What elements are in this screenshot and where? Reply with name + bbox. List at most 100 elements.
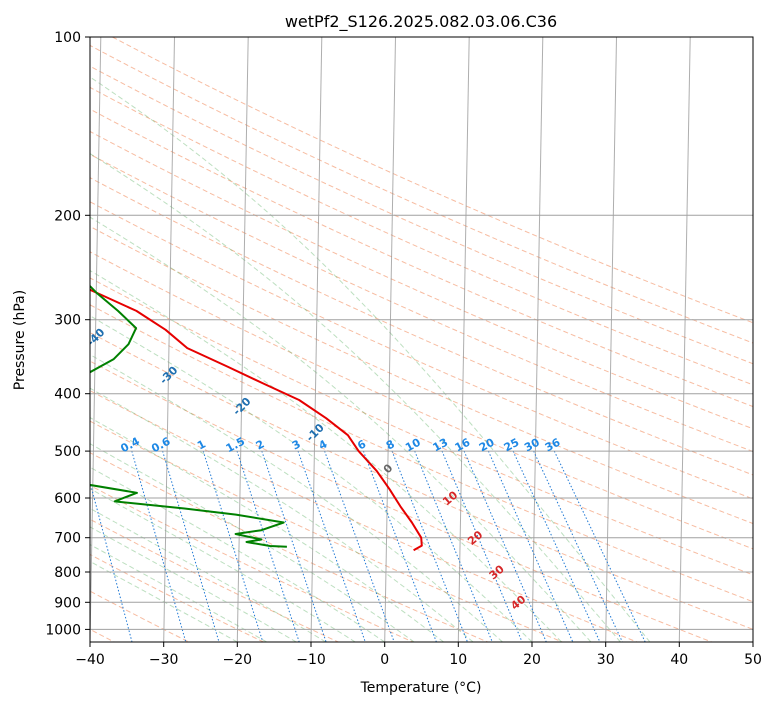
- mixing-ratio-label: 1.5: [224, 435, 247, 456]
- dry-adiabat-label: 20: [465, 528, 485, 548]
- dry-adiabat: [90, 177, 753, 476]
- mixing-ratio-line: [391, 450, 468, 642]
- mixing-ratio-label: 36: [543, 436, 563, 455]
- dry-adiabat: [90, 331, 753, 630]
- isotherm-line: [531, 37, 544, 642]
- isotherm-label: -20: [230, 395, 253, 418]
- x-tick-label: −40: [75, 652, 105, 668]
- mixing-ratio-line: [162, 450, 220, 642]
- y-tick-label: 300: [54, 313, 81, 329]
- moist-adiabat: [90, 216, 592, 642]
- dry-adiabat: [112, 37, 753, 324]
- temperature-profile-line: [90, 288, 423, 552]
- mixing-ratio-label: 20: [477, 436, 497, 455]
- mixing-ratio-line: [324, 450, 395, 642]
- dry-adiabat: [90, 65, 753, 365]
- x-axis-title: Temperature (°C): [360, 680, 482, 696]
- y-tick-label: 700: [54, 531, 81, 547]
- dewpoint-profile-line: [90, 284, 287, 548]
- mixing-ratio-label: 3: [290, 437, 303, 452]
- moist-adiabat: [90, 76, 651, 642]
- x-tick-label: −10: [296, 652, 326, 668]
- moist-adiabat: [90, 526, 297, 642]
- isotherm-label: -40: [84, 326, 107, 349]
- y-tick-label: 800: [54, 565, 81, 581]
- mixing-ratio-label: 13: [431, 436, 451, 455]
- moist-adiabat: [90, 488, 356, 642]
- isotherm-labels: -100-90-80-70-60-50-40-30-20-100: [84, 326, 396, 477]
- dry-adiabat: [90, 44, 753, 344]
- x-tick-label: 10: [449, 652, 467, 668]
- y-axis: 100 200 300 400 500 600 700 800 900 1000: [45, 30, 90, 638]
- dry-adiabat: [90, 304, 753, 603]
- dry-adiabat: [90, 452, 488, 642]
- mixing-ratio-label: 10: [403, 436, 423, 455]
- x-tick-label: 40: [670, 652, 688, 668]
- mixing-ratio-line: [487, 450, 574, 642]
- moist-adiabat: [90, 417, 444, 642]
- mixing-ratio-line: [441, 450, 523, 642]
- y-tick-label: 200: [54, 208, 81, 224]
- y-tick-label: 400: [54, 387, 81, 403]
- mixing-ratio-line: [533, 450, 623, 642]
- x-tick-label: 30: [597, 652, 615, 668]
- x-tick-label: 50: [744, 652, 762, 668]
- sounding-profiles: [90, 284, 423, 552]
- dry-adiabat: [90, 484, 414, 642]
- dry-adiabat: [90, 201, 753, 500]
- y-tick-label: 500: [54, 444, 81, 460]
- dry-adiabat: [90, 251, 753, 550]
- dry-adiabat: [90, 130, 753, 430]
- isotherm-line: [90, 37, 102, 642]
- mixing-ratio-label: 0.6: [149, 435, 173, 456]
- isotherm-line: [163, 37, 175, 642]
- x-tick-label: 0: [380, 652, 389, 668]
- x-tick-label: −20: [223, 652, 253, 668]
- y-tick-label: 100: [54, 30, 81, 46]
- isotherm-line: [605, 37, 617, 642]
- moist-adiabat: [90, 443, 415, 642]
- mixing-ratio-line: [414, 450, 493, 642]
- y-tick-label: 1000: [45, 622, 81, 638]
- mixing-ratio-line: [90, 480, 133, 642]
- x-axis: −40 −30 −20 −10 0 10 20 30 40 50: [75, 642, 762, 668]
- mixing-ratio-line: [297, 450, 366, 642]
- mixing-ratio-line: [362, 450, 437, 642]
- mixing-ratio-line: [131, 450, 187, 642]
- isotherm-line: [752, 613, 753, 642]
- dry-adiabat: [90, 277, 753, 576]
- y-axis-title: Pressure (hPa): [12, 290, 28, 390]
- moist-adiabat: [90, 507, 326, 642]
- isotherm-line: [384, 37, 396, 642]
- moist-adiabat: [90, 354, 503, 642]
- isotherm-line: [678, 37, 691, 642]
- mixing-ratio-label: 25: [502, 436, 522, 455]
- moist-adiabat: [90, 387, 474, 642]
- moist-adiabat: [90, 315, 533, 642]
- dry-adiabat: [90, 153, 753, 453]
- dry-adiabat: [90, 86, 753, 386]
- y-tick-label: 600: [54, 491, 81, 507]
- mixing-ratio-label: 2: [254, 437, 267, 452]
- mixing-ratio-label: 30: [522, 436, 542, 455]
- isotherm-line: [236, 37, 249, 642]
- x-tick-label: 20: [523, 652, 541, 668]
- dry-adiabat: [90, 225, 753, 525]
- y-tick-label: 900: [54, 595, 81, 611]
- background-lines: [90, 37, 753, 642]
- chart-title: wetPf2_S126.2025.082.03.06.C36: [285, 12, 557, 32]
- mixing-ratio-line: [553, 450, 646, 642]
- isotherm-line: [310, 37, 323, 642]
- x-tick-label: −30: [149, 652, 179, 668]
- plot-frame: [89, 36, 754, 643]
- dry-adiabat-label: 10: [440, 488, 460, 508]
- isotherm-line: [457, 37, 470, 642]
- moist-adiabat: [90, 466, 385, 642]
- dry-adiabat-label: 40: [508, 593, 528, 613]
- dry-adiabat: [90, 108, 753, 408]
- mixing-ratio-label: 16: [453, 436, 473, 455]
- mixing-ratio-label: 8: [384, 437, 397, 452]
- moist-adiabat: [90, 269, 562, 642]
- mixing-ratio-line: [202, 450, 264, 642]
